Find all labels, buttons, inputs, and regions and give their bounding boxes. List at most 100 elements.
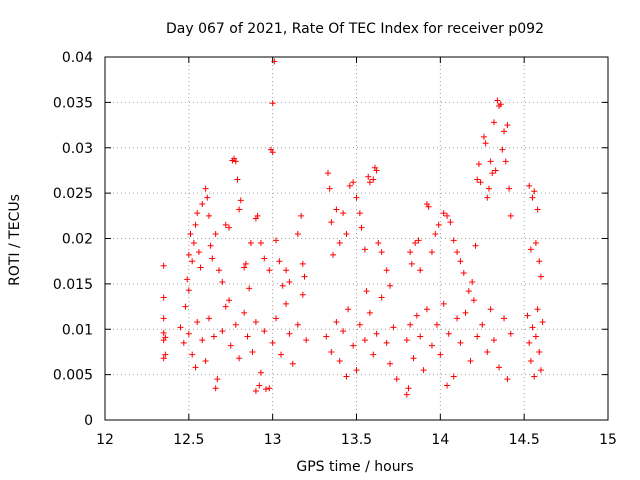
data-point (383, 267, 390, 274)
data-point (324, 170, 331, 177)
data-point (487, 158, 494, 165)
data-point (214, 376, 221, 383)
data-point (266, 385, 273, 392)
data-point (413, 312, 420, 319)
data-point (417, 333, 424, 340)
data-point (470, 297, 477, 304)
data-point (160, 294, 167, 301)
data-point (269, 149, 276, 156)
data-point (219, 279, 226, 286)
data-point (202, 185, 209, 192)
data-point (506, 185, 513, 192)
data-point (496, 364, 503, 371)
data-point (246, 285, 253, 292)
data-point (278, 351, 285, 358)
data-point (247, 240, 254, 247)
data-point (204, 194, 211, 201)
data-point (199, 201, 206, 208)
data-point (350, 342, 357, 349)
data-point (444, 382, 451, 389)
grid-lines (105, 57, 608, 420)
data-point (460, 269, 467, 276)
data-point (472, 242, 479, 249)
data-point (190, 240, 197, 247)
data-point (162, 334, 169, 341)
data-points (160, 58, 546, 398)
y-tick-label: 0.01 (62, 322, 93, 338)
data-point (189, 351, 196, 358)
data-point (507, 330, 514, 337)
data-point (241, 309, 248, 316)
data-point (358, 224, 365, 231)
data-point (187, 230, 194, 237)
data-point (189, 258, 196, 265)
data-point (298, 212, 305, 219)
data-point (497, 101, 504, 108)
data-point (242, 260, 249, 267)
data-point (343, 230, 350, 237)
data-point (536, 348, 543, 355)
data-point (261, 328, 268, 335)
data-point (340, 210, 347, 217)
data-point (527, 246, 534, 253)
data-point (432, 230, 439, 237)
data-point (194, 210, 201, 217)
data-point (501, 315, 508, 322)
data-point (428, 342, 435, 349)
axis-ticks: 12 12.5 13 13.5 14 14.5 15 0 0.005 0.01 0.015 0.02 0… (53, 50, 617, 448)
x-tick-label: 14 (431, 432, 449, 448)
y-tick-label: 0.035 (53, 95, 93, 111)
data-point (276, 258, 283, 265)
data-point (504, 376, 511, 383)
data-point (373, 167, 380, 174)
data-point (356, 210, 363, 217)
data-point (269, 100, 276, 107)
data-point (484, 348, 491, 355)
data-point (336, 358, 343, 365)
data-point (237, 197, 244, 204)
data-point (286, 330, 293, 337)
data-point (387, 360, 394, 367)
data-point (226, 224, 233, 231)
data-point (160, 355, 167, 362)
data-point (182, 303, 189, 310)
data-point (527, 358, 534, 365)
data-point (492, 167, 499, 174)
data-point (353, 194, 360, 201)
data-point (227, 342, 234, 349)
data-point (407, 321, 414, 328)
data-point (271, 58, 278, 65)
y-tick-label: 0.03 (62, 141, 93, 157)
y-axis-label: ROTI / TECUs (7, 194, 23, 286)
data-point (232, 321, 239, 328)
data-point (261, 255, 268, 262)
data-point (531, 373, 538, 380)
data-point (350, 179, 357, 186)
data-point (279, 282, 286, 289)
data-point (482, 140, 489, 147)
data-point (202, 358, 209, 365)
data-point (479, 321, 486, 328)
data-point (474, 176, 481, 183)
data-point (450, 237, 457, 244)
data-point (532, 240, 539, 247)
data-point (209, 255, 216, 262)
data-point (222, 303, 229, 310)
data-point (184, 276, 191, 283)
data-point (485, 185, 492, 192)
y-tick-label: 0.02 (62, 232, 93, 248)
data-point (387, 282, 394, 289)
data-point (199, 337, 206, 344)
data-point (507, 212, 514, 219)
data-point (254, 212, 261, 219)
data-point (465, 288, 472, 295)
data-point (489, 170, 496, 177)
data-point (361, 337, 368, 344)
data-point (524, 312, 531, 319)
data-point (403, 391, 410, 398)
x-tick-label: 13 (264, 432, 282, 448)
data-point (205, 212, 212, 219)
data-point (437, 351, 444, 358)
data-point (326, 185, 333, 192)
y-tick-label: 0.025 (53, 186, 93, 202)
